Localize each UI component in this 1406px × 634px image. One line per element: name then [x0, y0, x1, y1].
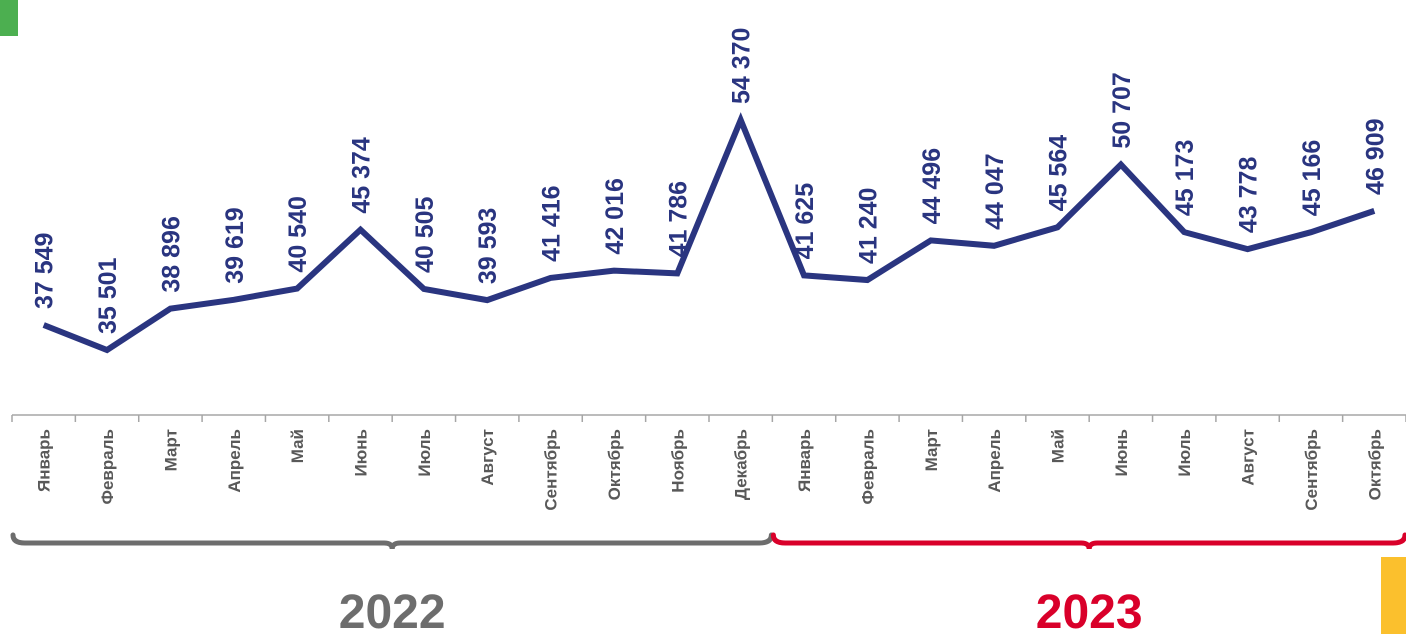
data-label: 42 016: [601, 178, 629, 254]
year-bracket: [770, 532, 1406, 550]
x-tick-label: Сентябрь: [542, 429, 561, 511]
x-tick-label: Февраль: [858, 429, 877, 505]
data-label: 41 416: [538, 185, 566, 261]
data-label: 41 240: [854, 188, 882, 264]
data-label: 45 564: [1045, 135, 1073, 212]
data-label: 44 047: [981, 153, 1009, 229]
x-tick-label: Май: [288, 429, 307, 463]
x-tick-label: Март: [161, 429, 180, 471]
data-label: 41 625: [791, 183, 819, 260]
data-label: 41 786: [664, 181, 692, 257]
data-label: 37 549: [31, 233, 59, 309]
series-line: [42, 112, 1376, 354]
data-label: 46 909: [1361, 118, 1389, 194]
x-tick-label: Март: [922, 429, 941, 471]
x-tick-label: Октябрь: [1365, 429, 1384, 500]
x-tick-label: Июнь: [352, 429, 371, 476]
data-label: 45 374: [348, 137, 376, 214]
year-bracket: [10, 532, 774, 550]
year-label: 2023: [1036, 586, 1143, 634]
data-label: 35 501: [94, 257, 122, 334]
data-label: 44 496: [918, 148, 946, 224]
year-label: 2022: [339, 586, 446, 634]
x-tick-label: Июль: [415, 429, 434, 477]
corner-marker: [0, 0, 18, 36]
data-label: 40 505: [411, 196, 439, 273]
x-tick-label: Январь: [795, 429, 814, 492]
x-tick-label: Февраль: [98, 429, 117, 505]
x-tick-label: Апрель: [225, 429, 244, 493]
x-tick-label: Ноябрь: [668, 429, 687, 493]
data-label: 50 707: [1108, 72, 1136, 148]
x-tick-label: Май: [1049, 429, 1068, 463]
x-tick-label: Август: [478, 429, 497, 486]
x-tick-label: Июль: [1175, 429, 1194, 477]
data-label: 40 540: [284, 196, 312, 272]
x-tick-label: Январь: [35, 429, 54, 492]
data-label: 54 370: [728, 28, 756, 104]
x-tick-label: Сентябрь: [1302, 429, 1321, 511]
side-bar: [1381, 557, 1406, 634]
x-tick-label: Октябрь: [605, 429, 624, 500]
x-tick-label: Апрель: [985, 429, 1004, 493]
data-label: 39 593: [474, 208, 502, 284]
x-tick-label: Декабрь: [732, 429, 751, 500]
data-label: 43 778: [1235, 157, 1263, 234]
data-label: 45 166: [1298, 140, 1326, 216]
data-label: 38 896: [157, 216, 185, 292]
data-label: 45 173: [1171, 140, 1199, 216]
data-label: 39 619: [221, 207, 249, 283]
x-tick-label: Июнь: [1112, 429, 1131, 476]
x-tick-label: Август: [1239, 429, 1258, 486]
